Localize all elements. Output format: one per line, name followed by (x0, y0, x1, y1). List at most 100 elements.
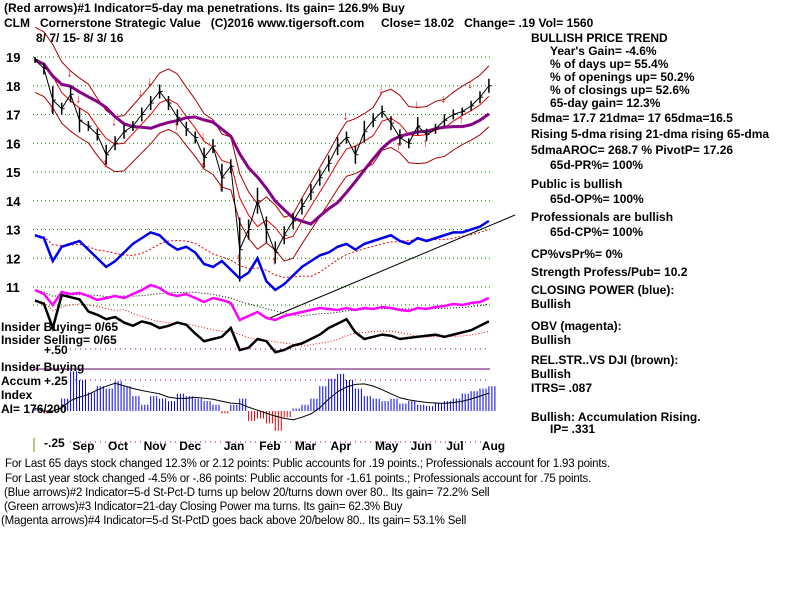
month-label: May (375, 439, 399, 453)
price-tick-label: 16 (6, 136, 20, 151)
gain-65: 65-day gain= 12.3% (550, 96, 661, 110)
month-label: Aug (482, 439, 505, 453)
op-pct: 65d-OP%= 100% (550, 192, 644, 206)
closing-power-state: Bullish (531, 297, 572, 311)
close-value: Close= 18.02 (381, 16, 455, 30)
relstr-line (34, 293, 490, 354)
professionals-status: Professionals are bullish (531, 210, 674, 224)
accum-ma (34, 382, 490, 421)
red-arrow-down: ↓ (147, 74, 153, 88)
trend-label: BULLISH PRICE TREND (531, 31, 668, 45)
ip-value: IP= .331 (550, 422, 596, 436)
dma-values: 5dma= 17.7 21dma= 17 65dma=16.5 (531, 111, 733, 125)
red-arrow-down: ↓ (67, 65, 73, 79)
ma65-line (34, 58, 490, 226)
change-value: Change= .19 (464, 16, 536, 30)
month-label: Jun (411, 439, 432, 453)
red-arrow-up: ↑ (102, 156, 108, 170)
red-arrow-up: ↑ (173, 118, 179, 132)
insider-buying: Insider Buying= 0/65 (1, 320, 119, 334)
years-gain: Year's Gain= -4.6% (550, 44, 657, 58)
closings-up: % of closings up= 52.6% (550, 83, 690, 97)
price-tick-label: 12 (6, 251, 20, 266)
copyright: (C)2016 www.tigersoft.com (210, 16, 365, 30)
red-arrow-down: ↓ (111, 114, 117, 128)
title-line: CLM Cornerstone Strategic Value (C)2016 … (4, 16, 593, 30)
closing-power-line (34, 219, 490, 292)
red-arrow-down: ↓ (343, 109, 349, 123)
ai-value: AI= 176/200 (1, 402, 67, 416)
rising-dma: Rising 5-dma rising 21-dma rising 65-dma (531, 127, 770, 141)
openings-up: % of openings up= 50.2% (550, 70, 695, 84)
cp-vs-pr: CP%vsPr%= 0% (531, 247, 623, 261)
itrs: ITRS= .087 (531, 381, 593, 395)
symbol: CLM (4, 16, 30, 30)
relstr-state: Bullish (531, 367, 572, 381)
company-name: Cornerstone Strategic Value (40, 16, 201, 30)
price-tick-label: 17 (6, 108, 20, 123)
strength: Strength Profess/Pub= 10.2 (531, 265, 688, 279)
red-arrow-up: ↑ (218, 179, 224, 193)
insider-selling: Insider Selling= 0/65 (1, 333, 117, 347)
red-arrow-up: ↑ (423, 136, 429, 150)
month-label: Feb (259, 439, 280, 453)
indicator-1-line: (Red arrows)#1 Indicator=5-day ma penetr… (4, 1, 405, 15)
price-tick-label: 13 (6, 223, 20, 238)
month-label: Nov (144, 439, 167, 453)
lower-band (34, 92, 490, 262)
red-arrow-down: ↓ (467, 77, 473, 91)
red-arrow-up: ↑ (396, 139, 402, 153)
month-label: Jan (224, 439, 245, 453)
accum-status: Bullish: Accumulation Rising. (531, 410, 701, 424)
obv-line (34, 283, 490, 322)
price-tick-label: 14 (6, 194, 21, 209)
month-label: Dec (179, 439, 201, 453)
insider-buying-label: Insider Buying (1, 360, 85, 374)
ma21-line (34, 59, 490, 240)
red-arrow-down: ↓ (378, 83, 384, 97)
accum-tick-label: +.50 (44, 343, 68, 357)
closing-power-label: CLOSING POWER (blue): (531, 283, 675, 297)
days-up: % of days up= 55.4% (550, 57, 669, 71)
date-range: 8/ 7/ 15- 8/ 3/ 16 (36, 31, 124, 45)
upper-band (34, 26, 490, 218)
footer-magenta-arrows: (Magenta arrows)#4 Indicator=5-d St-PctD… (1, 515, 467, 527)
aroc-pivot: 5dmaAROC= 268.7 % PivotP= 17.26 (531, 143, 734, 157)
month-label: Apr (331, 439, 352, 453)
red-arrow-up: ↑ (236, 251, 242, 265)
price-tick-label: 19 (6, 50, 20, 65)
red-arrow-down: ↓ (200, 129, 206, 143)
obv-label: OBV (magenta): (531, 319, 622, 333)
price-line (34, 59, 490, 254)
public-status: Public is bullish (531, 177, 623, 191)
red-arrow-up: ↑ (49, 101, 55, 115)
red-arrow-up: ↑ (271, 254, 277, 268)
accum-tick-label: +.25 (44, 374, 68, 388)
footer-65day: For Last 65 days stock changed 12.3% or … (5, 458, 610, 470)
closing-power-trendline (269, 214, 516, 319)
footer-year: For Last year stock changed -4.5% or -.8… (5, 473, 592, 485)
red-arrow-up: ↑ (200, 159, 206, 173)
red-arrow-up: ↑ (458, 113, 464, 127)
red-arrow-down: ↓ (414, 97, 420, 111)
price-tick-label: 18 (6, 79, 20, 94)
relstr-ma (34, 300, 490, 347)
month-label: Oct (108, 439, 128, 453)
footer-blue-arrows: (Blue arrows)#2 Indicator=5-d St-Pct-D t… (4, 487, 490, 499)
month-label: Sep (72, 439, 94, 453)
price-tick-label: 15 (6, 165, 20, 180)
price-tick-label: 11 (6, 280, 20, 295)
index-label: Index (1, 388, 33, 402)
red-arrow-down: ↓ (138, 86, 144, 100)
obv-state: Bullish (531, 333, 572, 347)
month-label: Mar (295, 439, 317, 453)
cp-pct: 65d-CP%= 100% (550, 225, 644, 239)
volume-value: Vol= 1560 (538, 16, 594, 30)
red-arrow-down: ↓ (76, 91, 82, 105)
pr-pct: 65d-PR%= 100% (550, 158, 644, 172)
obv-ma (34, 289, 489, 317)
month-label: Jul (446, 439, 463, 453)
red-arrow-down: ↓ (440, 91, 446, 105)
footer-green-arrows: (Green arrows)#3 Indicator=21-day Closin… (4, 501, 403, 513)
